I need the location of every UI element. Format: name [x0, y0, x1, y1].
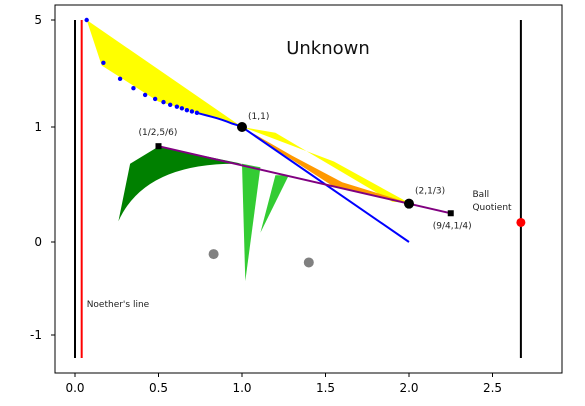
- gray-point: [208, 249, 219, 260]
- gray-point: [303, 257, 314, 268]
- blue-point: [152, 96, 158, 102]
- y-tick-label: 1: [34, 120, 42, 134]
- blue-point: [167, 102, 173, 107]
- annotation-text: Noether's line: [87, 300, 150, 310]
- ball-quotient-point: [516, 217, 526, 227]
- chart-title: Unknown: [286, 38, 370, 59]
- blue-point: [189, 109, 195, 114]
- blue-point: [179, 106, 185, 111]
- x-tick-label: 0.0: [65, 381, 84, 395]
- labeled-point: [237, 122, 247, 132]
- y-tick-label: -1: [30, 328, 42, 342]
- x-tick-label: 2.5: [483, 381, 502, 395]
- x-tick-label: 1.0: [232, 381, 251, 395]
- y-tick-label: 5: [34, 13, 42, 27]
- point-label: (9/4,1/4): [433, 221, 472, 231]
- plot-frame: [54, 4, 563, 374]
- labeled-point: [404, 198, 414, 209]
- dark-green-region: [118, 146, 242, 222]
- x-tick-label: 0.5: [149, 381, 168, 395]
- blue-point: [184, 107, 190, 113]
- filled-regions: [86, 20, 409, 282]
- blue-point: [161, 99, 166, 105]
- light-green-region-2: [260, 175, 289, 233]
- blue-curve: [196, 111, 243, 128]
- y-axis: 5 1 0 -1: [30, 13, 55, 342]
- point-label: (2,1/3): [415, 187, 445, 197]
- x-tick-label: 2.0: [399, 381, 418, 395]
- light-green-region-1: [242, 163, 261, 282]
- blue-point: [84, 17, 89, 23]
- labeled-point: [447, 210, 454, 217]
- y-tick-label: 0: [34, 235, 42, 249]
- blue-point: [117, 76, 123, 82]
- data-points: [84, 17, 526, 268]
- annotation-text: Ball: [472, 190, 489, 200]
- annotations: (1,1) (1/2,5/6) (2,1/3) (9/4,1/4) Noether's …: [87, 112, 512, 310]
- x-tick-label: 1.5: [316, 381, 335, 395]
- blue-point: [131, 86, 136, 91]
- blue-point: [101, 60, 106, 65]
- blue-point: [194, 110, 200, 116]
- blue-point: [174, 104, 180, 109]
- x-axis: 0.0 0.5 1.0 1.5 2.0 2.5: [65, 373, 502, 395]
- annotation-text: Quotient: [472, 203, 512, 213]
- point-label: (1,1): [248, 112, 269, 122]
- labeled-point: [155, 143, 162, 150]
- blue-point: [142, 92, 148, 98]
- point-label: (1/2,5/6): [139, 128, 178, 138]
